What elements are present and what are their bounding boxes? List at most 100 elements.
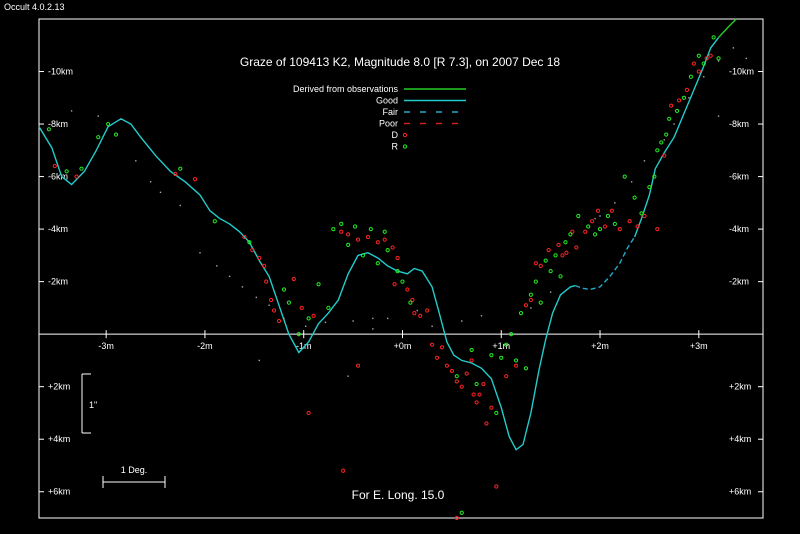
y-tick-label-left: -4km <box>48 224 68 234</box>
reappear-point <box>586 224 591 229</box>
disappear-point <box>355 363 361 368</box>
disappear-point <box>173 171 178 177</box>
reappear-point <box>96 135 101 140</box>
reappear-point <box>459 510 464 515</box>
disappear-point <box>504 374 509 379</box>
observer-path-point <box>663 139 665 141</box>
x-ticks: -3m -2m -1m +0m +1m +2m +3m <box>98 330 708 351</box>
legend-label: D <box>392 130 399 140</box>
disappear-point <box>574 245 579 250</box>
reappear-point <box>664 132 669 137</box>
disappear-point <box>691 61 696 66</box>
disappear-point <box>341 468 346 473</box>
y-tick-label-left: +6km <box>48 487 70 497</box>
reappear-point <box>632 195 637 200</box>
profile-good-line <box>633 36 720 238</box>
disappear-point <box>469 358 474 363</box>
x-tick-label: +3m <box>690 341 708 351</box>
disappear-point <box>642 213 647 219</box>
reappear-point <box>568 232 573 237</box>
disappear-point <box>556 242 561 247</box>
y-tick-label-left: +4km <box>48 434 70 444</box>
profile-good-line <box>38 117 576 451</box>
disappear-point <box>669 103 674 108</box>
x-tick-label: -1m <box>296 341 312 351</box>
disappear-point <box>271 308 277 313</box>
reappear-point <box>509 332 514 337</box>
disappear-point <box>444 363 450 368</box>
reappear-point <box>538 300 543 305</box>
reappear-point <box>716 56 721 61</box>
observer-paths <box>70 47 747 377</box>
observer-path-point <box>159 191 162 194</box>
legend-marker <box>402 144 408 149</box>
observer-path-point <box>745 57 747 60</box>
reappear-point <box>563 240 568 245</box>
reappear-point <box>647 184 652 190</box>
disappear-point <box>410 297 415 303</box>
observer-path-point <box>228 275 231 278</box>
reappear-point <box>711 35 716 40</box>
observer-path-point <box>673 123 675 125</box>
reappear-point <box>352 224 358 229</box>
reappear-point <box>553 253 558 258</box>
x-tick-label: +1m <box>492 341 510 351</box>
disappear-point <box>684 87 690 93</box>
observer-path-point <box>717 60 720 62</box>
scale-bar-arcsec: 1" <box>81 373 97 434</box>
observer-path-point <box>599 215 601 217</box>
disappear-point <box>481 381 486 387</box>
observer-path-point <box>549 291 552 293</box>
scale-bar-degree: 1 Deg. <box>102 465 166 488</box>
disappear-point <box>311 313 316 318</box>
observer-path-point <box>179 204 181 207</box>
observer-path-point <box>386 317 389 320</box>
reappear-point <box>286 300 291 305</box>
reappear-point <box>558 274 563 279</box>
disappear-point <box>405 287 410 292</box>
reappear-point <box>489 353 494 358</box>
disappear-point <box>528 297 533 303</box>
reappear-point <box>46 127 51 132</box>
plot-frame <box>38 18 764 519</box>
legend-marker <box>402 132 408 138</box>
reappear-point <box>385 248 390 253</box>
disappear-point <box>708 53 713 58</box>
legend-label: Fair <box>383 107 399 117</box>
disappear-point <box>484 421 489 426</box>
reappear-point <box>339 221 344 226</box>
reappear-point <box>212 219 217 224</box>
disappear-point <box>474 400 479 405</box>
x-tick-label: -2m <box>197 341 213 351</box>
disappear-point <box>52 163 57 169</box>
disappear-point <box>590 219 595 224</box>
y-tick-label-right: -10km <box>729 67 754 77</box>
observer-path-point <box>241 286 244 288</box>
disappear-point <box>513 363 519 368</box>
disappear-events <box>52 53 713 521</box>
reappear-point <box>106 121 111 127</box>
reappear-point <box>592 232 598 237</box>
reappear-point <box>681 95 687 100</box>
disappear-point <box>489 405 494 410</box>
y-tick-label-right: +6km <box>729 487 751 497</box>
reappear-point <box>533 279 538 284</box>
disappear-point <box>262 263 267 268</box>
observer-path-point <box>216 265 218 267</box>
legend-label: Poor <box>379 119 398 129</box>
observer-path-point <box>372 317 374 320</box>
x-tick-label: +0m <box>394 341 412 351</box>
reappear-point <box>674 108 680 114</box>
observer-path-point <box>688 97 690 99</box>
disappear-point <box>392 282 397 287</box>
reappear-point <box>360 253 366 258</box>
observer-path-point <box>717 115 720 117</box>
legend-label: Good <box>376 96 398 106</box>
reappear-point <box>612 221 617 226</box>
disappear-point <box>269 297 274 303</box>
disappear-point <box>696 69 701 74</box>
observer-path-point <box>199 252 201 254</box>
observer-path-point <box>324 321 327 324</box>
disappear-point <box>264 279 269 284</box>
